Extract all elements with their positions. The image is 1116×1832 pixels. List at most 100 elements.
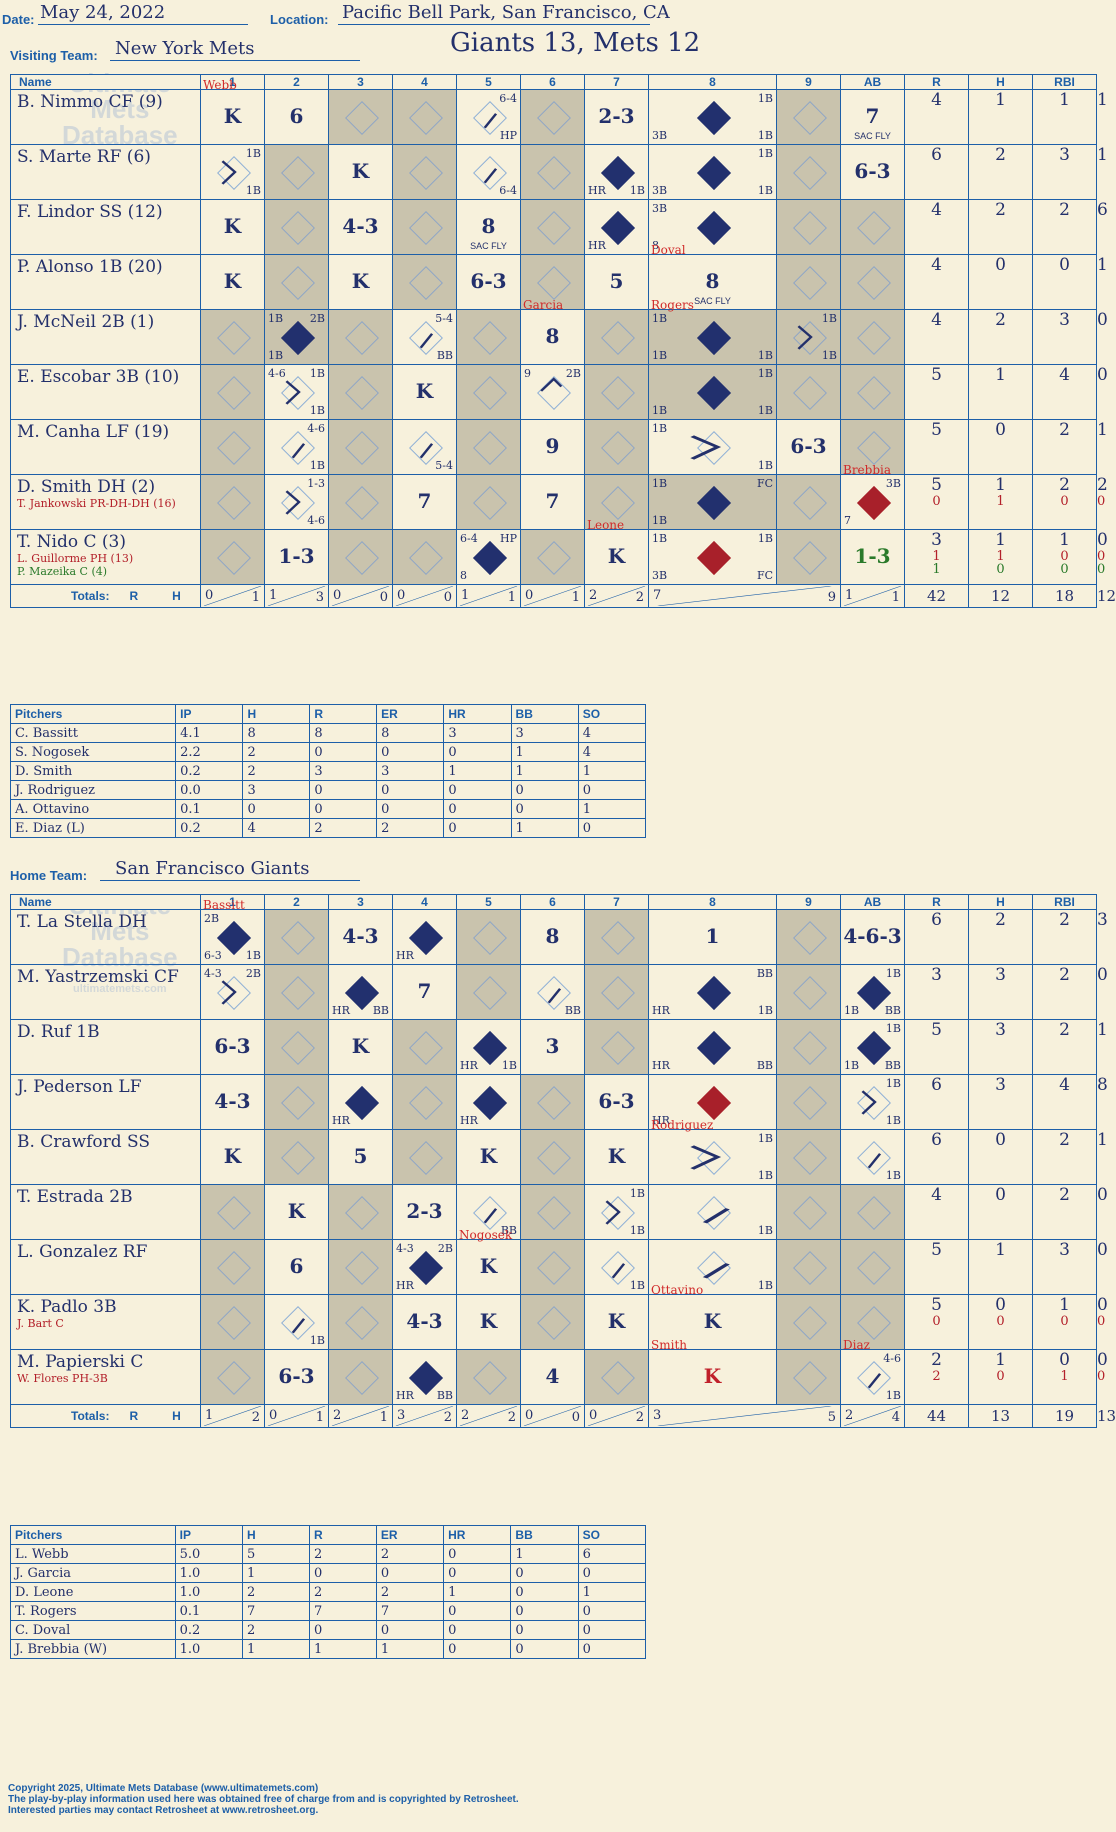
inning-hits: 0 [571,1410,580,1425]
pitching-change: Rogers [651,298,694,312]
inning-header-3: 3 [328,894,393,910]
play-notation: 9 [524,367,531,380]
r-stat: 1 [968,364,1033,420]
at-bat-cell: 7 [392,474,457,530]
at-bat-cell [392,1074,457,1130]
pitcher-r: 0 [308,1620,377,1640]
name-column-header: Name [10,894,201,910]
ab-stat: 6 [904,1074,969,1130]
pitcher-hr: 1 [443,1582,512,1602]
player-row: L. Gonzalez RF 6 4-3 2B HR K Nogosek 1B 1B 5 1 3 0 [10,1228,1108,1295]
base-diamond [792,541,827,575]
inning-hits: 9 [827,590,836,605]
totals-row: Totals: R H 0 1 1 3 0 0 0 0 1 1 0 1 2 2 7 9 1 1 42 12 18 12 [10,584,1116,608]
at-bat-cell [520,529,585,585]
at-bat-cell [584,1019,649,1075]
at-bat-cell: 1B 2B 1B [264,309,329,365]
r-value: 1 [995,1240,1006,1260]
play-notation: BB [884,1059,901,1072]
player-name-cell: T. La Stella DH [10,909,201,965]
base-diamond [472,431,507,465]
base-diamond [216,1306,251,1340]
inning-hits: 2 [507,1410,516,1425]
totals-label: Totals: R H [10,584,201,608]
player-row: J. Pederson LF 4-3 HR HR 6-3 HR 1B 1B 6 3 4 8 [10,1074,1108,1130]
r-stat: 2 [968,144,1033,200]
base-diamond [792,976,827,1010]
at-bat-cell [328,89,393,145]
player-row: J. McNeil 2B (1) 1B 2B 1B 5-4 BB 8 Garcia 1B 1B 1B… [10,298,1108,365]
play-notation: 1B [757,1169,773,1182]
base-diamond [344,321,379,355]
at-bat-cell [328,1294,393,1350]
h-value: 2 [1059,200,1070,220]
h-stat: 3 [1032,1239,1097,1295]
r-value: 0 [995,1295,1006,1315]
base-diamond [408,1141,443,1175]
pitcher-ip: 0.1 [175,799,244,819]
base-diamond [696,1141,731,1175]
at-bat-cell: HR [392,909,457,965]
base-diamond [792,1031,827,1065]
player-name-cell: P. Alonso 1B (20) [10,254,201,310]
play-notation: 1B [757,1132,773,1145]
totals-divider [459,1405,518,1427]
total-ab: 42 [904,584,969,608]
home-team: San Francisco Giants [115,858,310,879]
out-notation: K [479,1253,498,1278]
at-bat-cell: K [456,1294,521,1350]
at-bat-cell [840,254,905,310]
pitcher-row: S. Nogosek 2.2 2 0 0 0 1 4 [9,742,647,762]
inning-runs: 3 [653,1408,662,1423]
h-stat: 3 [1032,309,1097,365]
at-bat-cell [776,1019,841,1075]
at-bat-cell [392,144,457,200]
ab-sub-value: 1 [932,549,941,564]
player-name: M. Papierski C [17,1352,144,1372]
pitcher-er: 3 [376,761,445,781]
at-bat-cell [776,909,841,965]
at-bat-cell [840,199,905,255]
ab-column-header: AB [840,74,905,90]
totals-divider [843,585,902,607]
play-notation: 8 [460,569,467,582]
play-notation: 3B [652,129,668,142]
pitcher-row: E. Diaz (L) 0.2 4 2 2 0 1 0 [9,818,647,838]
at-bat-cell [840,1184,905,1240]
at-bat-cell: 7 SAC FLY [840,89,905,145]
at-bat-cell [264,1129,329,1185]
at-bat-cell: K [200,254,265,310]
inning-hits: 1 [379,1410,388,1425]
out-notation: 6-3 [790,433,827,458]
at-bat-cell [584,964,649,1020]
at-bat-cell: 4-3 2B HR [392,1239,457,1295]
play-notation: BB [436,1389,453,1402]
out-notation: K [351,1033,370,1058]
pitcher-ip: 0.2 [175,818,244,838]
totals-r-label: R [129,589,139,603]
out-notation: 2-3 [406,1198,443,1223]
play-notation: 1B [885,967,901,980]
play-notation: 1B [652,422,668,435]
at-bat-cell [584,909,649,965]
home-pitchers-table: Pitchers IP H R ER HR BB SO L. Webb 5.0 5 2 2 0 1 6 J. G… [10,1525,647,1659]
home-team-label: Home Team: [10,868,88,883]
pitcher-er: 2 [376,818,445,838]
at-bat-cell: 6-3 [264,1349,329,1405]
at-bat-cell [776,1184,841,1240]
h-value: 1 [1059,530,1070,550]
h-stat: 2 [1032,1129,1097,1185]
at-bat-cell [328,474,393,530]
play-notation: 1B [652,514,668,527]
inning-runs: 7 [653,588,662,603]
at-bat-cell: BB HR 1B [648,964,777,1020]
at-bat-cell: HR BB [328,964,393,1020]
player-name: P. Alonso 1B (20) [17,257,163,277]
base-diamond [600,1361,635,1395]
play-notation: BB [756,1059,773,1072]
pitcher-row: D. Smith 0.2 2 3 3 1 1 1 [9,761,647,781]
